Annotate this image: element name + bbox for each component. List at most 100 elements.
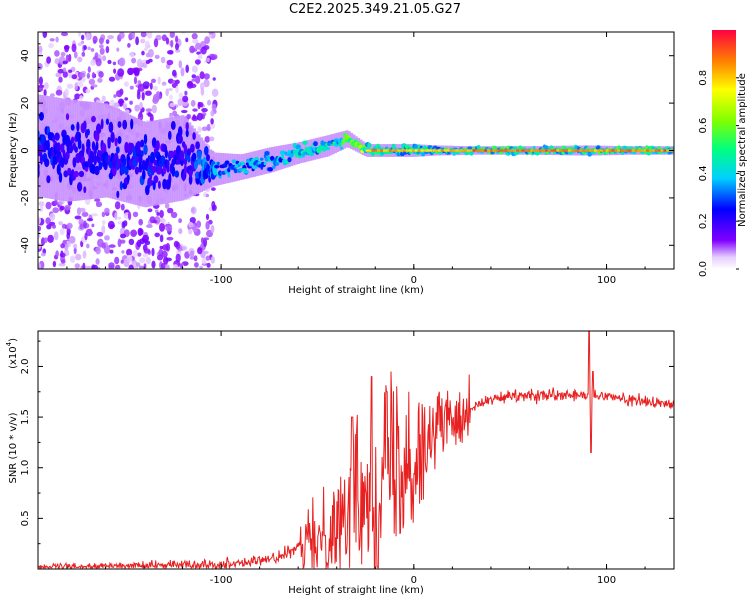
heatmap-ridge-cell <box>44 158 50 168</box>
colorbar-tick-label: 0.0 <box>698 261 709 277</box>
heatmap-ridge-cell <box>142 169 146 180</box>
heatmap-peak-cell <box>475 149 479 152</box>
heatmap-ridge-cell <box>188 174 193 185</box>
heatmap-noise-cell <box>109 249 114 254</box>
heatmap-noise-cell <box>55 89 63 96</box>
heatmap-noise-cell <box>137 227 143 236</box>
heatmap-noise-cell <box>64 204 71 211</box>
heatmap-noise-cell <box>55 250 59 257</box>
heatmap-halo-cell <box>308 139 312 161</box>
heatmap-peak-cell <box>544 149 548 152</box>
heatmap-peak-cell <box>489 149 493 152</box>
heatmap-ridge-cell <box>168 130 172 140</box>
heatmap-peak-cell <box>426 149 430 152</box>
heatmap-ridge-cell <box>114 137 118 147</box>
heatmap-peak-cell <box>666 149 670 152</box>
heatmap-ridge-cell <box>86 128 90 136</box>
heatmap-ridge-cell <box>267 167 273 172</box>
heatmap-peak-cell <box>640 149 644 152</box>
heatmap-noise-cell <box>84 266 92 269</box>
heatmap-noise-cell <box>159 234 164 243</box>
heatmap-noise-cell <box>122 104 128 110</box>
heatmap-noise-cell <box>141 92 145 101</box>
heatmap-peak-cell <box>507 149 511 152</box>
heatmap-noise-cell <box>152 85 158 91</box>
heatmap-noise-cell <box>207 99 212 106</box>
heatmap-ridge-cell <box>157 180 161 189</box>
heatmap-noise-cell <box>175 85 179 94</box>
top-y-axis-label: Frequency (Hz) <box>8 112 19 188</box>
heatmap-ridge-cell <box>117 136 122 144</box>
heatmap-noise-cell <box>137 88 141 95</box>
heatmap-noise-cell <box>58 201 63 205</box>
heatmap-peak-cell <box>559 149 563 152</box>
heatmap-ridge-cell <box>151 137 157 149</box>
heatmap-noise-cell <box>38 262 42 269</box>
heatmap-noise-cell <box>181 261 189 266</box>
heatmap-noise-cell <box>98 37 104 45</box>
heatmap-noise-cell <box>38 51 43 57</box>
heatmap-peak-cell <box>432 149 436 152</box>
heatmap-noise-cell <box>48 42 54 49</box>
heatmap-noise-cell <box>201 256 207 265</box>
heatmap-peak-cell <box>487 149 491 152</box>
heatmap-noise-cell <box>197 53 203 60</box>
heatmap-ridge-cell <box>105 118 109 125</box>
heatmap-peak-cell <box>542 149 545 152</box>
heatmap-noise-cell <box>104 207 110 214</box>
heatmap-peak-cell <box>469 149 473 152</box>
heatmap-ridge-cell <box>168 173 172 185</box>
heatmap-noise-cell <box>57 68 65 74</box>
heatmap-ridge-cell <box>63 170 69 178</box>
heatmap-noise-cell <box>191 115 199 122</box>
colorbar <box>712 30 736 269</box>
heatmap-peak-cell <box>400 149 404 152</box>
heatmap-noise-cell <box>105 39 110 45</box>
heatmap-noise-cell <box>128 211 132 221</box>
heatmap-ridge-cell <box>76 121 80 132</box>
heatmap-ridge-cell <box>164 149 168 159</box>
heatmap-noise-cell <box>60 51 66 57</box>
heatmap-peak-cell <box>660 149 664 152</box>
heatmap-noise-cell <box>143 248 151 254</box>
heatmap-noise-cell <box>74 93 81 100</box>
heatmap-noise-cell <box>105 46 110 54</box>
heatmap-noise-cell <box>205 255 211 261</box>
heatmap-ridge-cell <box>325 146 331 151</box>
heatmap-noise-cell <box>118 100 124 107</box>
heatmap-halo-cell <box>218 152 222 185</box>
heatmap-peak-cell <box>536 149 540 152</box>
heatmap-noise-cell <box>84 232 88 241</box>
heatmap-noise-cell <box>128 264 134 269</box>
heatmap-noise-cell <box>117 238 122 248</box>
heatmap-noise-cell <box>53 231 59 241</box>
heatmap-noise-cell <box>140 38 146 44</box>
heatmap-noise-cell <box>62 71 68 78</box>
heatmap-noise-cell <box>147 112 152 117</box>
heatmap-peak-cell <box>518 149 522 152</box>
bottom-plot-frame <box>37 330 675 570</box>
colorbar-tick-label: 0.8 <box>698 70 709 86</box>
heatmap-noise-cell <box>123 258 129 267</box>
heatmap-noise-cell <box>182 95 189 103</box>
heatmap-noise-cell <box>55 72 62 78</box>
heatmap-noise-cell <box>101 95 106 103</box>
heatmap-ridge-cell <box>185 129 189 138</box>
heatmap-peak-cell <box>637 149 641 152</box>
heatmap-ridge-cell <box>313 141 318 147</box>
colorbar-tick-label: 0.2 <box>698 213 709 229</box>
heatmap-noise-cell <box>156 212 160 216</box>
heatmap-peak-cell <box>521 149 525 152</box>
heatmap-noise-cell <box>74 215 82 220</box>
heatmap-noise-cell <box>153 38 159 48</box>
heatmap-ridge-cell <box>143 144 148 156</box>
heatmap-ridge-cell <box>223 163 228 168</box>
heatmap-noise-cell <box>54 58 60 65</box>
heatmap-peak-cell <box>365 149 369 152</box>
heatmap-ridge-cell <box>52 135 56 143</box>
heatmap-peak-cell <box>383 149 386 152</box>
heatmap-ridge-cell <box>353 139 358 143</box>
svg-text:(x104): (x104) <box>5 338 19 369</box>
heatmap-noise-cell <box>145 90 152 96</box>
